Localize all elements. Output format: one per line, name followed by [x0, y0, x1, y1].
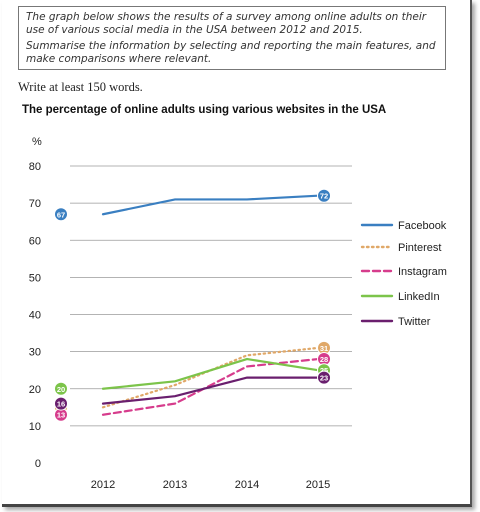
y-tick-label: 20 — [29, 384, 41, 396]
data-point-linkedin — [54, 381, 68, 396]
legend-label-facebook: Facebook — [398, 220, 447, 232]
data-point-twitter — [317, 370, 331, 385]
data-point-facebook — [317, 188, 331, 203]
y-tick-label: 40 — [29, 310, 41, 322]
word-count-instruction: Write at least 150 words. — [18, 80, 143, 94]
data-point-facebook — [54, 207, 68, 222]
y-tick-label: 80 — [29, 161, 41, 173]
legend-label-instagram: Instagram — [398, 266, 447, 278]
legend-label-twitter: Twitter — [398, 316, 431, 328]
data-label-facebook: 72 — [320, 192, 328, 201]
data-label-instagram: 28 — [320, 355, 328, 364]
task-description: The graph below shows the results of a s… — [26, 11, 427, 36]
series-line-linkedin — [101, 357, 320, 390]
series-line-instagram — [101, 357, 320, 416]
series-line-facebook — [101, 194, 320, 216]
x-tick-label: 2015 — [306, 479, 330, 491]
data-label-twitter: 23 — [320, 374, 328, 383]
x-tick-label: 2014 — [235, 479, 259, 491]
y-tick-label: 50 — [29, 272, 41, 284]
data-label-instagram: 13 — [57, 411, 65, 420]
task-box: The graph below shows the results of a s… — [18, 6, 446, 70]
page-frame — [2, 0, 472, 507]
legend-label-linkedin: LinkedIn — [398, 291, 440, 303]
y-tick-label: 0 — [35, 458, 41, 470]
series-line-twitter — [101, 376, 320, 405]
y-tick-label: 30 — [29, 347, 41, 359]
chart-title: The percentage of online adults using va… — [22, 104, 387, 116]
y-tick-label: 70 — [29, 198, 41, 210]
data-point-twitter — [54, 396, 68, 411]
legend-label-pinterest: Pinterest — [398, 242, 441, 254]
y-axis-unit: % — [32, 136, 42, 148]
y-tick-label: 10 — [29, 421, 41, 433]
data-label-twitter: 16 — [57, 400, 65, 409]
x-tick-label: 2013 — [163, 479, 187, 491]
data-label-linkedin: 20 — [57, 385, 65, 394]
task-instruction: Summarise the information by selecting a… — [26, 40, 436, 65]
data-label-facebook: 67 — [57, 210, 65, 219]
data-label-pinterest: 31 — [320, 344, 328, 353]
x-tick-label: 2012 — [91, 479, 115, 491]
y-tick-label: 60 — [29, 235, 41, 247]
